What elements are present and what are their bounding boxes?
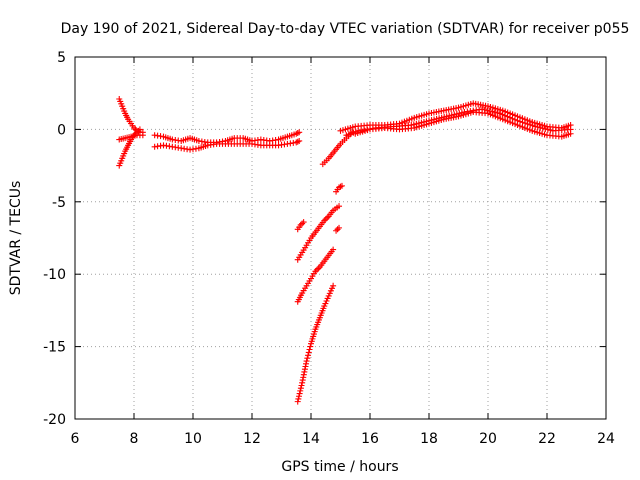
data-point [330, 246, 337, 253]
data-point [336, 203, 343, 210]
y-tick-label: -5 [52, 195, 66, 211]
x-tick-label: 12 [243, 431, 261, 447]
data-point [300, 374, 307, 381]
x-tick-label: 8 [130, 431, 139, 447]
data-point [330, 282, 337, 289]
data-point [297, 385, 304, 392]
data-point [324, 214, 331, 221]
data-point [305, 349, 312, 356]
data-point [298, 382, 305, 389]
x-tick-label: 20 [479, 431, 497, 447]
chart-title: Day 190 of 2021, Sidereal Day-to-day VTE… [61, 21, 630, 37]
x-tick-label: 10 [184, 431, 202, 447]
data-point [297, 387, 304, 394]
x-tick-label: 16 [361, 431, 379, 447]
data-point [295, 393, 302, 400]
data-point [315, 265, 322, 272]
x-tick-label: 22 [538, 431, 556, 447]
data-point [322, 216, 329, 223]
axis-ticks: 6 8 10 12 14 16 18 20 22 24 5 0 -5 -10 -15 -20 [43, 50, 615, 447]
data-point [136, 126, 143, 133]
data-point [307, 343, 314, 350]
data-point [296, 137, 303, 144]
data-point [301, 366, 308, 373]
data-point [313, 266, 320, 273]
data-point [334, 226, 341, 233]
data-point [135, 127, 142, 134]
x-tick-label: 18 [420, 431, 438, 447]
data-point [303, 358, 310, 365]
plot-frame [74, 56, 607, 420]
data-point [302, 363, 309, 370]
data-point [567, 126, 574, 133]
grid-lines [75, 57, 606, 419]
y-axis-label: SDTVAR / TECUs [8, 181, 24, 296]
data-point [299, 377, 306, 384]
y-tick-label: 5 [57, 50, 66, 66]
data-point [294, 130, 301, 137]
data-point [295, 395, 302, 402]
data-point [139, 132, 146, 139]
data-point [294, 138, 301, 145]
data-point [338, 182, 345, 189]
y-tick-label: -10 [43, 267, 66, 283]
data-point [300, 219, 307, 226]
data-point [333, 227, 340, 234]
data-point [299, 379, 306, 386]
data-point [336, 224, 343, 231]
y-tick-label: -20 [43, 412, 66, 428]
y-tick-label: -15 [43, 340, 66, 356]
data-point [296, 129, 303, 136]
data-point [294, 398, 301, 405]
data-point [300, 371, 307, 378]
data-points [116, 95, 574, 405]
data-point [304, 355, 311, 362]
data-point [296, 390, 303, 397]
x-tick-label: 6 [71, 431, 80, 447]
data-point [303, 360, 310, 367]
x-tick-label: 24 [597, 431, 615, 447]
x-tick-label: 14 [302, 431, 320, 447]
y-tick-label: 0 [57, 122, 66, 138]
x-axis-label: GPS time / hours [281, 459, 398, 475]
data-point [305, 352, 312, 359]
data-point [301, 368, 308, 375]
data-point [299, 220, 306, 227]
data-point [306, 346, 313, 353]
data-point [337, 183, 344, 190]
data-point [293, 139, 300, 146]
